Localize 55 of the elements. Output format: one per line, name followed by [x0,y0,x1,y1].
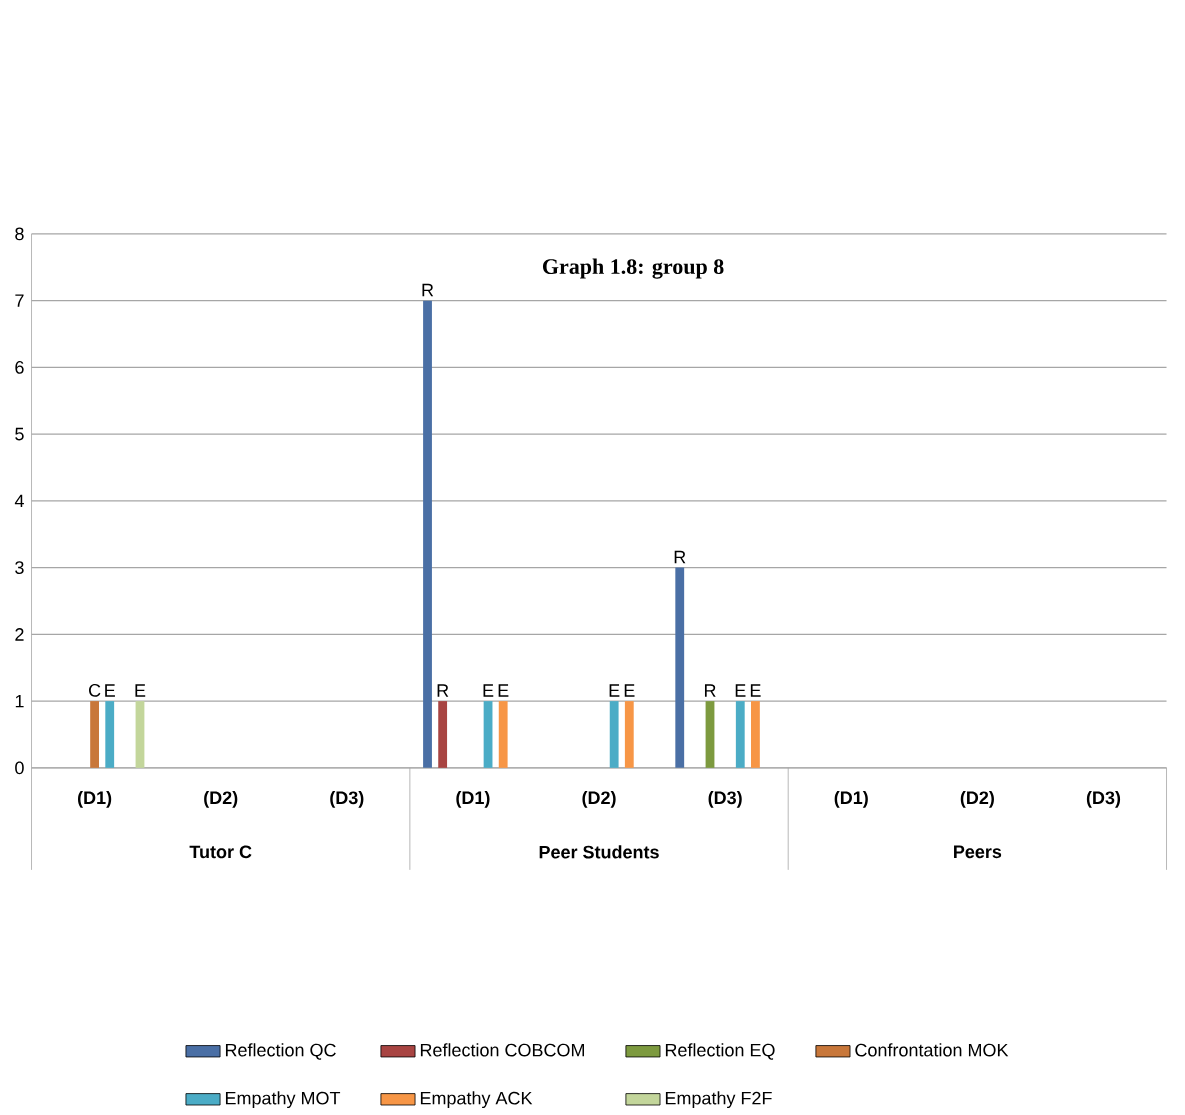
data-label: R [704,684,716,697]
legend-label: Reflection QC [225,1043,336,1060]
legend-label: Empathy F2F [665,1091,772,1108]
legend-label: Empathy MOT [225,1091,341,1108]
bar [135,700,145,768]
data-label: E [609,684,620,697]
bar [735,700,745,768]
data-label: E [105,684,115,697]
x-tick-label: (D3) [1086,790,1121,808]
data-label: R [422,283,434,297]
x-tick-label: (D2) [960,790,994,808]
bar [105,700,115,768]
data-label: E [135,684,146,697]
x-tick-label: (D1) [834,790,868,808]
y-tick-label: 3 [15,561,24,574]
data-label: E [624,684,635,697]
text: Tutor C [189,845,252,859]
legend-label: Empathy ACK [420,1091,533,1108]
text: Peer Students [539,845,659,859]
x-tick-label: (D2) [582,790,616,808]
y-tick-label: 6 [15,360,24,374]
data-label: R [674,550,686,564]
y-tick-label: 1 [15,694,24,708]
bar [438,700,448,768]
y-tick-label: 5 [15,427,24,441]
y-tick-label: 0 [15,761,24,775]
data-label: R [437,684,449,697]
legend-label: Reflection COBCOM [420,1043,584,1057]
data-label: C [89,683,101,697]
x-tick-label: (D1) [78,790,112,808]
x-tick-label: (D3) [708,790,742,808]
bar [483,700,493,768]
data-label: E [498,684,509,697]
bar [750,700,760,768]
bar [423,300,432,768]
bar [675,567,685,768]
data-label: E [483,684,494,697]
text: Graph 1.8: group 8 [542,258,724,279]
legend-label: Confrontation MOK [855,1043,1009,1057]
x-tick-label: (D1) [456,790,490,808]
bar [609,700,619,768]
bar [624,700,634,768]
x-tick-label: (D3) [330,790,364,808]
x-tick-label: (D2) [204,790,238,808]
y-tick-label: 7 [15,294,24,307]
y-tick-label: 4 [14,494,24,507]
text: Peers [954,845,1002,858]
data-label: E [750,684,761,697]
y-tick-label: 8 [15,227,24,241]
bar [90,700,99,768]
bar [498,700,508,768]
data-label: E [735,684,746,697]
bar [705,700,715,768]
y-tick-label: 2 [15,627,24,641]
legend-label: Reflection EQ [665,1043,775,1060]
